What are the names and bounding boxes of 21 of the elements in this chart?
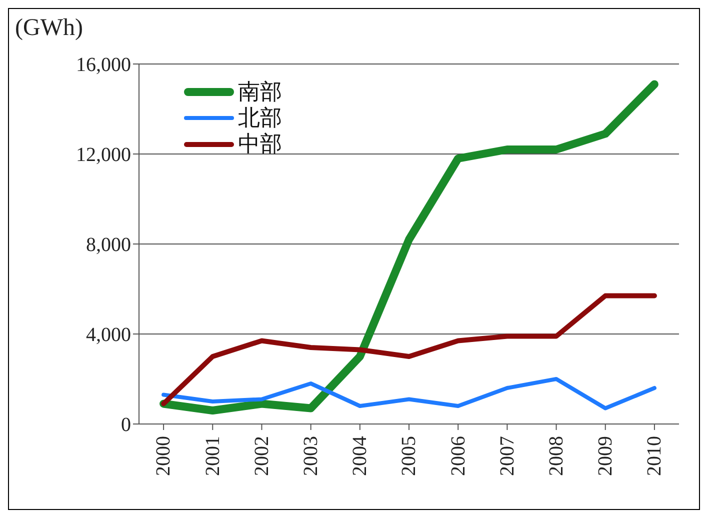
x-tick-label: 2000 <box>152 436 175 476</box>
x-tick-label: 2006 <box>447 436 470 476</box>
y-axis-title: (GWh) <box>15 15 83 42</box>
legend-label: 南部 <box>238 79 282 105</box>
x-tick-label: 2004 <box>349 436 372 476</box>
x-tick-label: 2009 <box>594 436 617 476</box>
x-tick-label: 2007 <box>496 436 518 476</box>
x-tick-label: 2008 <box>545 436 568 476</box>
legend-label: 中部 <box>238 131 282 157</box>
y-tick-label: 0 <box>121 414 131 436</box>
y-tick-label: 16,000 <box>76 54 131 76</box>
x-tick-label: 2010 <box>644 436 666 476</box>
x-tick-label: 2005 <box>398 436 420 476</box>
legend-label: 北部 <box>238 105 282 131</box>
x-tick-label: 2003 <box>300 436 322 476</box>
x-tick-label: 2001 <box>202 436 224 476</box>
y-tick-label: 12,000 <box>76 144 131 166</box>
line-series <box>162 377 656 410</box>
y-tick-label: 4,000 <box>86 324 131 346</box>
y-tick-label: 8,000 <box>86 234 131 256</box>
x-tick-label: 2002 <box>250 436 273 476</box>
